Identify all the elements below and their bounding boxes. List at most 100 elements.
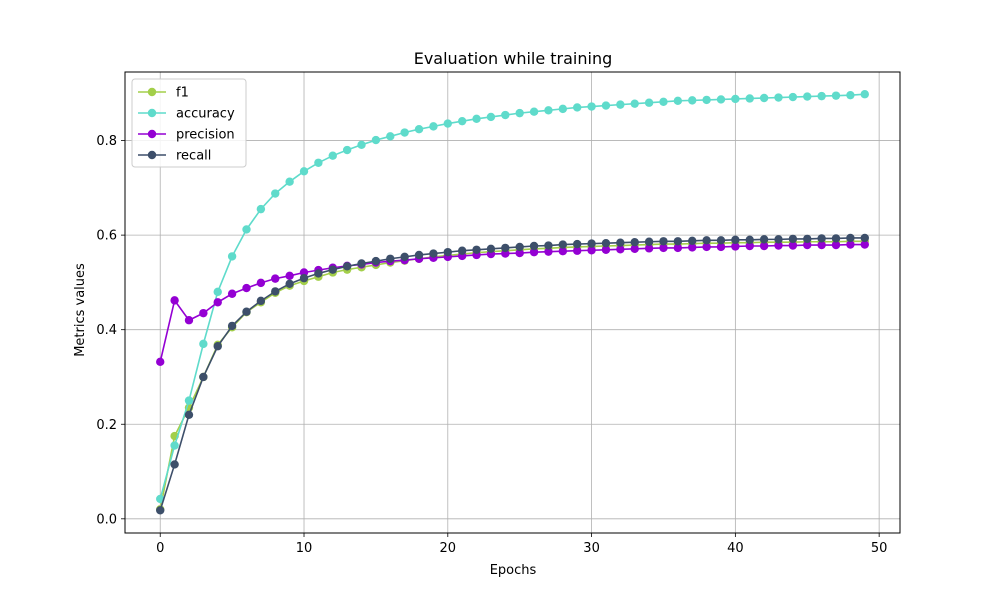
recall-point bbox=[774, 235, 783, 244]
series-recall bbox=[156, 233, 869, 515]
accuracy-point bbox=[457, 116, 467, 126]
accuracy-point bbox=[544, 106, 553, 115]
recall-point bbox=[731, 235, 740, 245]
accuracy-point bbox=[803, 92, 812, 101]
series-accuracy bbox=[156, 90, 869, 504]
x-tick-label: 0 bbox=[156, 541, 164, 556]
recall-point bbox=[831, 234, 841, 243]
x-axis-label: Epochs bbox=[490, 563, 537, 578]
recall-point bbox=[271, 287, 280, 296]
recall-point bbox=[414, 250, 424, 260]
accuracy-point bbox=[199, 339, 208, 349]
accuracy-point bbox=[429, 122, 438, 131]
accuracy-point bbox=[774, 93, 783, 102]
accuracy-point bbox=[573, 103, 582, 112]
x-tick-label: 40 bbox=[727, 541, 744, 556]
precision-point bbox=[213, 298, 222, 307]
recall-point bbox=[328, 265, 337, 274]
accuracy-point bbox=[299, 167, 309, 176]
recall-point bbox=[213, 342, 222, 351]
plot-frame bbox=[124, 71, 901, 534]
axis-ticks: 0 10 20 30 40 50 0.0 0.2 0.4 0.6 0.8 bbox=[96, 134, 887, 556]
recall-point bbox=[716, 236, 726, 245]
precision-point bbox=[285, 271, 294, 280]
recall-point bbox=[386, 254, 395, 263]
accuracy-point bbox=[673, 96, 683, 106]
legend-swatch-marker bbox=[147, 129, 157, 139]
legend-swatch-marker bbox=[147, 108, 157, 118]
precision-point bbox=[659, 243, 668, 253]
accuracy-point bbox=[659, 97, 668, 106]
recall-point bbox=[529, 241, 539, 251]
recall-point bbox=[227, 321, 237, 331]
y-tick-label: 0.6 bbox=[96, 229, 117, 244]
y-tick-label: 0.8 bbox=[96, 134, 117, 149]
precision-point bbox=[817, 240, 826, 250]
accuracy-point bbox=[400, 128, 409, 137]
recall-point bbox=[759, 235, 769, 244]
recall-point bbox=[544, 241, 553, 250]
precision-point bbox=[688, 243, 697, 252]
recall-point bbox=[630, 238, 639, 247]
accuracy-point bbox=[601, 101, 611, 110]
precision-point bbox=[529, 247, 539, 257]
precision-point bbox=[170, 296, 179, 305]
legend-label: accuracy bbox=[176, 107, 235, 122]
accuracy-point bbox=[314, 158, 323, 167]
precision-point bbox=[630, 244, 639, 254]
recall-point bbox=[702, 236, 711, 245]
accuracy-point bbox=[831, 91, 841, 100]
precision-point bbox=[573, 246, 582, 255]
accuracy-point bbox=[184, 396, 194, 405]
accuracy-point bbox=[443, 119, 452, 128]
accuracy-point bbox=[371, 135, 381, 145]
recall-point bbox=[242, 307, 251, 316]
recall-point bbox=[644, 237, 654, 246]
y-axis-label: Metrics values bbox=[73, 263, 88, 357]
x-tick-label: 30 bbox=[583, 541, 600, 556]
precision-point bbox=[184, 316, 194, 325]
recall-point bbox=[659, 237, 668, 246]
accuracy-point bbox=[472, 114, 481, 124]
accuracy-point bbox=[616, 100, 625, 109]
accuracy-point bbox=[558, 104, 568, 114]
series-f1 bbox=[156, 237, 869, 514]
accuracy-point bbox=[702, 95, 711, 105]
precision-point bbox=[156, 357, 165, 367]
legend-item-f1: f1 bbox=[138, 86, 189, 101]
accuracy-point bbox=[170, 441, 179, 450]
precision-point bbox=[759, 241, 769, 251]
recall-point bbox=[515, 242, 524, 252]
recall-point bbox=[673, 237, 683, 246]
recall-point bbox=[299, 273, 309, 283]
recall-point bbox=[601, 238, 611, 248]
x-tick-label: 50 bbox=[871, 541, 888, 556]
accuracy-point bbox=[745, 94, 754, 103]
y-tick-label: 0.2 bbox=[96, 418, 117, 433]
precision-point bbox=[644, 244, 654, 253]
recall-point bbox=[745, 235, 754, 245]
precision-point bbox=[587, 246, 596, 255]
precision-point bbox=[788, 241, 798, 250]
legend-item-accuracy: accuracy bbox=[138, 107, 235, 122]
accuracy-point bbox=[271, 189, 280, 198]
accuracy-point bbox=[285, 177, 294, 186]
recall-point bbox=[285, 279, 294, 289]
recall-point bbox=[472, 245, 481, 254]
legend-item-recall: recall bbox=[138, 149, 211, 164]
precision-point bbox=[601, 245, 611, 254]
precision-point bbox=[227, 289, 237, 298]
y-tick-label: 0.4 bbox=[96, 323, 117, 338]
accuracy-point bbox=[242, 225, 251, 234]
precision-point bbox=[831, 240, 841, 250]
legend-label: f1 bbox=[176, 86, 189, 101]
legend-box bbox=[131, 78, 247, 168]
plot-series bbox=[156, 90, 869, 515]
recall-point bbox=[357, 259, 366, 268]
accuracy-point bbox=[414, 125, 424, 134]
precision-point bbox=[256, 278, 266, 288]
recall-point bbox=[314, 269, 323, 278]
recall-point bbox=[501, 243, 510, 253]
accuracy-point bbox=[386, 132, 395, 141]
